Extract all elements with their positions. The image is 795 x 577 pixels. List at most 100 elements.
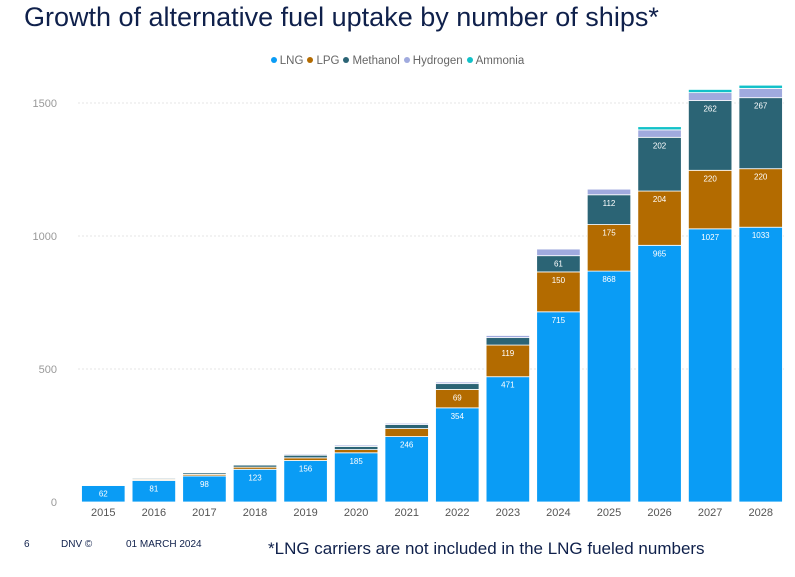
- data-label: 204: [653, 195, 667, 204]
- bar-segment-hydrogen: [131, 477, 177, 479]
- bar-segment-methanol: [435, 383, 480, 390]
- bar-segment-hydrogen: [435, 381, 480, 385]
- data-label: 267: [754, 102, 768, 111]
- bar-segment-hydrogen: [384, 422, 429, 425]
- footnote: *LNG carriers are not included in the LN…: [268, 539, 705, 558]
- data-label: 715: [552, 316, 566, 325]
- slide-date: 01 MARCH 2024: [126, 539, 202, 550]
- data-label: 98: [200, 480, 209, 489]
- bar-segment-hydrogen: [536, 248, 581, 257]
- bar-segment-hydrogen: [485, 335, 531, 339]
- bar-segment-lng: [536, 311, 581, 503]
- legend-label: Ammonia: [475, 55, 525, 67]
- data-label: 112: [603, 199, 616, 208]
- x-tick-label: 2025: [597, 507, 621, 519]
- bar-segment-hydrogen: [283, 453, 328, 456]
- bar-segment-hydrogen: [637, 129, 682, 138]
- bar-segment-hydrogen: [182, 471, 227, 474]
- y-tick-label: 0: [51, 497, 57, 509]
- data-label: 123: [248, 473, 262, 482]
- data-label: 202: [653, 141, 667, 150]
- data-label: 262: [703, 105, 717, 114]
- legend-label: Hydrogen: [412, 55, 463, 67]
- x-tick-label: 2026: [647, 507, 671, 519]
- data-label: 62: [99, 490, 108, 499]
- x-tick-label: 2017: [192, 507, 216, 519]
- bar-segment-ammonia: [586, 188, 632, 190]
- bar-segment-hydrogen: [687, 92, 733, 102]
- bar-segment-methanol: [384, 424, 429, 429]
- data-label: 61: [554, 260, 563, 269]
- legend-item-lpg: LPG: [307, 55, 339, 67]
- legend-swatch: [307, 56, 314, 63]
- bar-segment-methanol: [485, 337, 531, 346]
- bar-segment-hydrogen: [586, 188, 632, 196]
- copyright: DNV ©: [61, 539, 93, 550]
- bar-segment-hydrogen: [738, 87, 783, 99]
- slide-title: Growth of alternative fuel uptake by num…: [24, 2, 659, 32]
- x-tick-label: 2022: [445, 507, 469, 519]
- bar-segment-lng: [333, 452, 379, 503]
- x-tick-label: 2027: [698, 507, 722, 519]
- data-label: 354: [451, 412, 465, 421]
- legend-swatch: [466, 56, 473, 63]
- bar-segment-lng: [182, 475, 227, 503]
- legend-item-hydrogen: Hydrogen: [403, 55, 463, 67]
- bar-segment-lng: [687, 228, 733, 503]
- data-label: 119: [501, 349, 514, 358]
- bar-segment-lng: [384, 436, 429, 503]
- legend-item-methanol: Methanol: [343, 55, 400, 67]
- x-tick-label: 2016: [142, 507, 166, 519]
- bar-segment-hydrogen: [333, 444, 379, 447]
- x-tick-label: 2021: [394, 507, 418, 519]
- bar-segment-lng: [283, 460, 328, 503]
- bar-segment-hydrogen: [81, 483, 126, 486]
- legend-swatch: [270, 56, 277, 63]
- data-label: 220: [754, 173, 768, 182]
- bar-segment-lng: [637, 244, 682, 503]
- data-label: 868: [602, 275, 616, 284]
- bar-segment-lng: [738, 226, 783, 503]
- bar-segment-lpg: [586, 224, 632, 272]
- data-label: 156: [299, 465, 313, 474]
- x-tick-label: 2018: [243, 507, 267, 519]
- bar-segment-ammonia: [637, 126, 682, 131]
- bar-segment-lpg: [384, 428, 429, 437]
- data-label: 185: [349, 457, 363, 466]
- x-tick-label: 2024: [546, 507, 570, 519]
- x-tick-label: 2020: [344, 507, 368, 519]
- bar-segment-lng: [232, 468, 278, 503]
- data-label: 220: [703, 174, 717, 183]
- legend-label: LPG: [316, 55, 340, 67]
- legend-item-ammonia: Ammonia: [466, 55, 525, 67]
- x-tick-label: 2019: [293, 507, 317, 519]
- legend-label: Methanol: [352, 55, 400, 67]
- data-label: 150: [552, 276, 566, 285]
- x-tick-label: 2015: [91, 507, 115, 519]
- bar-segment-lng: [435, 407, 480, 503]
- bar-segment-ammonia: [687, 89, 733, 94]
- bar-segment-methanol: [738, 97, 783, 170]
- bar-segment-hydrogen: [232, 463, 278, 466]
- bar-segment-lpg: [333, 449, 379, 454]
- page-number: 6: [24, 539, 30, 550]
- legend-item-lng: LNG: [270, 55, 304, 67]
- legend-label: LNG: [279, 55, 304, 67]
- bar-segment-lng: [586, 270, 632, 503]
- x-tick-label: 2023: [496, 507, 520, 519]
- y-tick-label: 1000: [33, 231, 57, 243]
- y-tick-label: 1500: [33, 98, 57, 110]
- data-label: 69: [453, 393, 462, 402]
- bar-segment-methanol: [586, 194, 632, 225]
- legend-swatch: [343, 56, 350, 63]
- bar-segment-lpg: [687, 169, 733, 230]
- x-tick-label: 2028: [748, 507, 772, 519]
- chart-legend: LNG LPG Methanol Hydrogen Ammonia: [0, 55, 795, 67]
- legend-swatch: [403, 56, 410, 63]
- bar-segment-lpg: [536, 271, 581, 313]
- y-tick-label: 500: [39, 364, 57, 376]
- bar-segment-lpg: [738, 168, 783, 228]
- data-label: 471: [501, 381, 515, 390]
- data-label: 1027: [701, 233, 719, 242]
